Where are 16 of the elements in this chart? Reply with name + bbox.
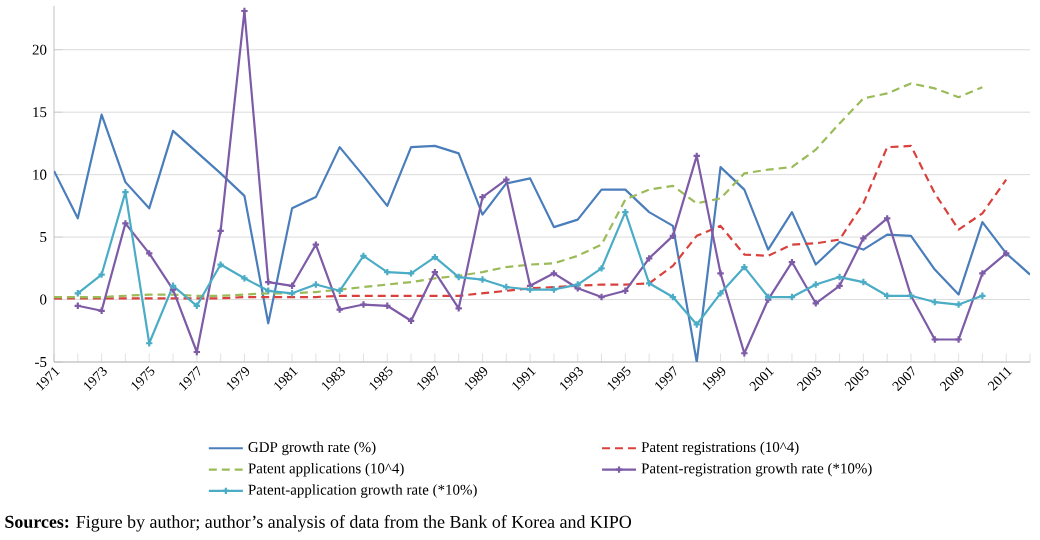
point bbox=[954, 335, 963, 344]
point bbox=[121, 219, 130, 228]
point bbox=[954, 300, 963, 309]
text: Sources: Figure by author; author’s analysis of data from the Bank of Korea and KIPO bbox=[5, 515, 632, 532]
point bbox=[597, 292, 606, 302]
point bbox=[478, 275, 487, 284]
point bbox=[835, 272, 844, 282]
point bbox=[335, 305, 344, 314]
point bbox=[240, 274, 249, 283]
point bbox=[359, 300, 368, 309]
point bbox=[716, 269, 725, 278]
point bbox=[597, 264, 606, 273]
point bbox=[716, 289, 725, 298]
point bbox=[311, 240, 321, 249]
point bbox=[97, 270, 106, 279]
point bbox=[549, 285, 559, 294]
